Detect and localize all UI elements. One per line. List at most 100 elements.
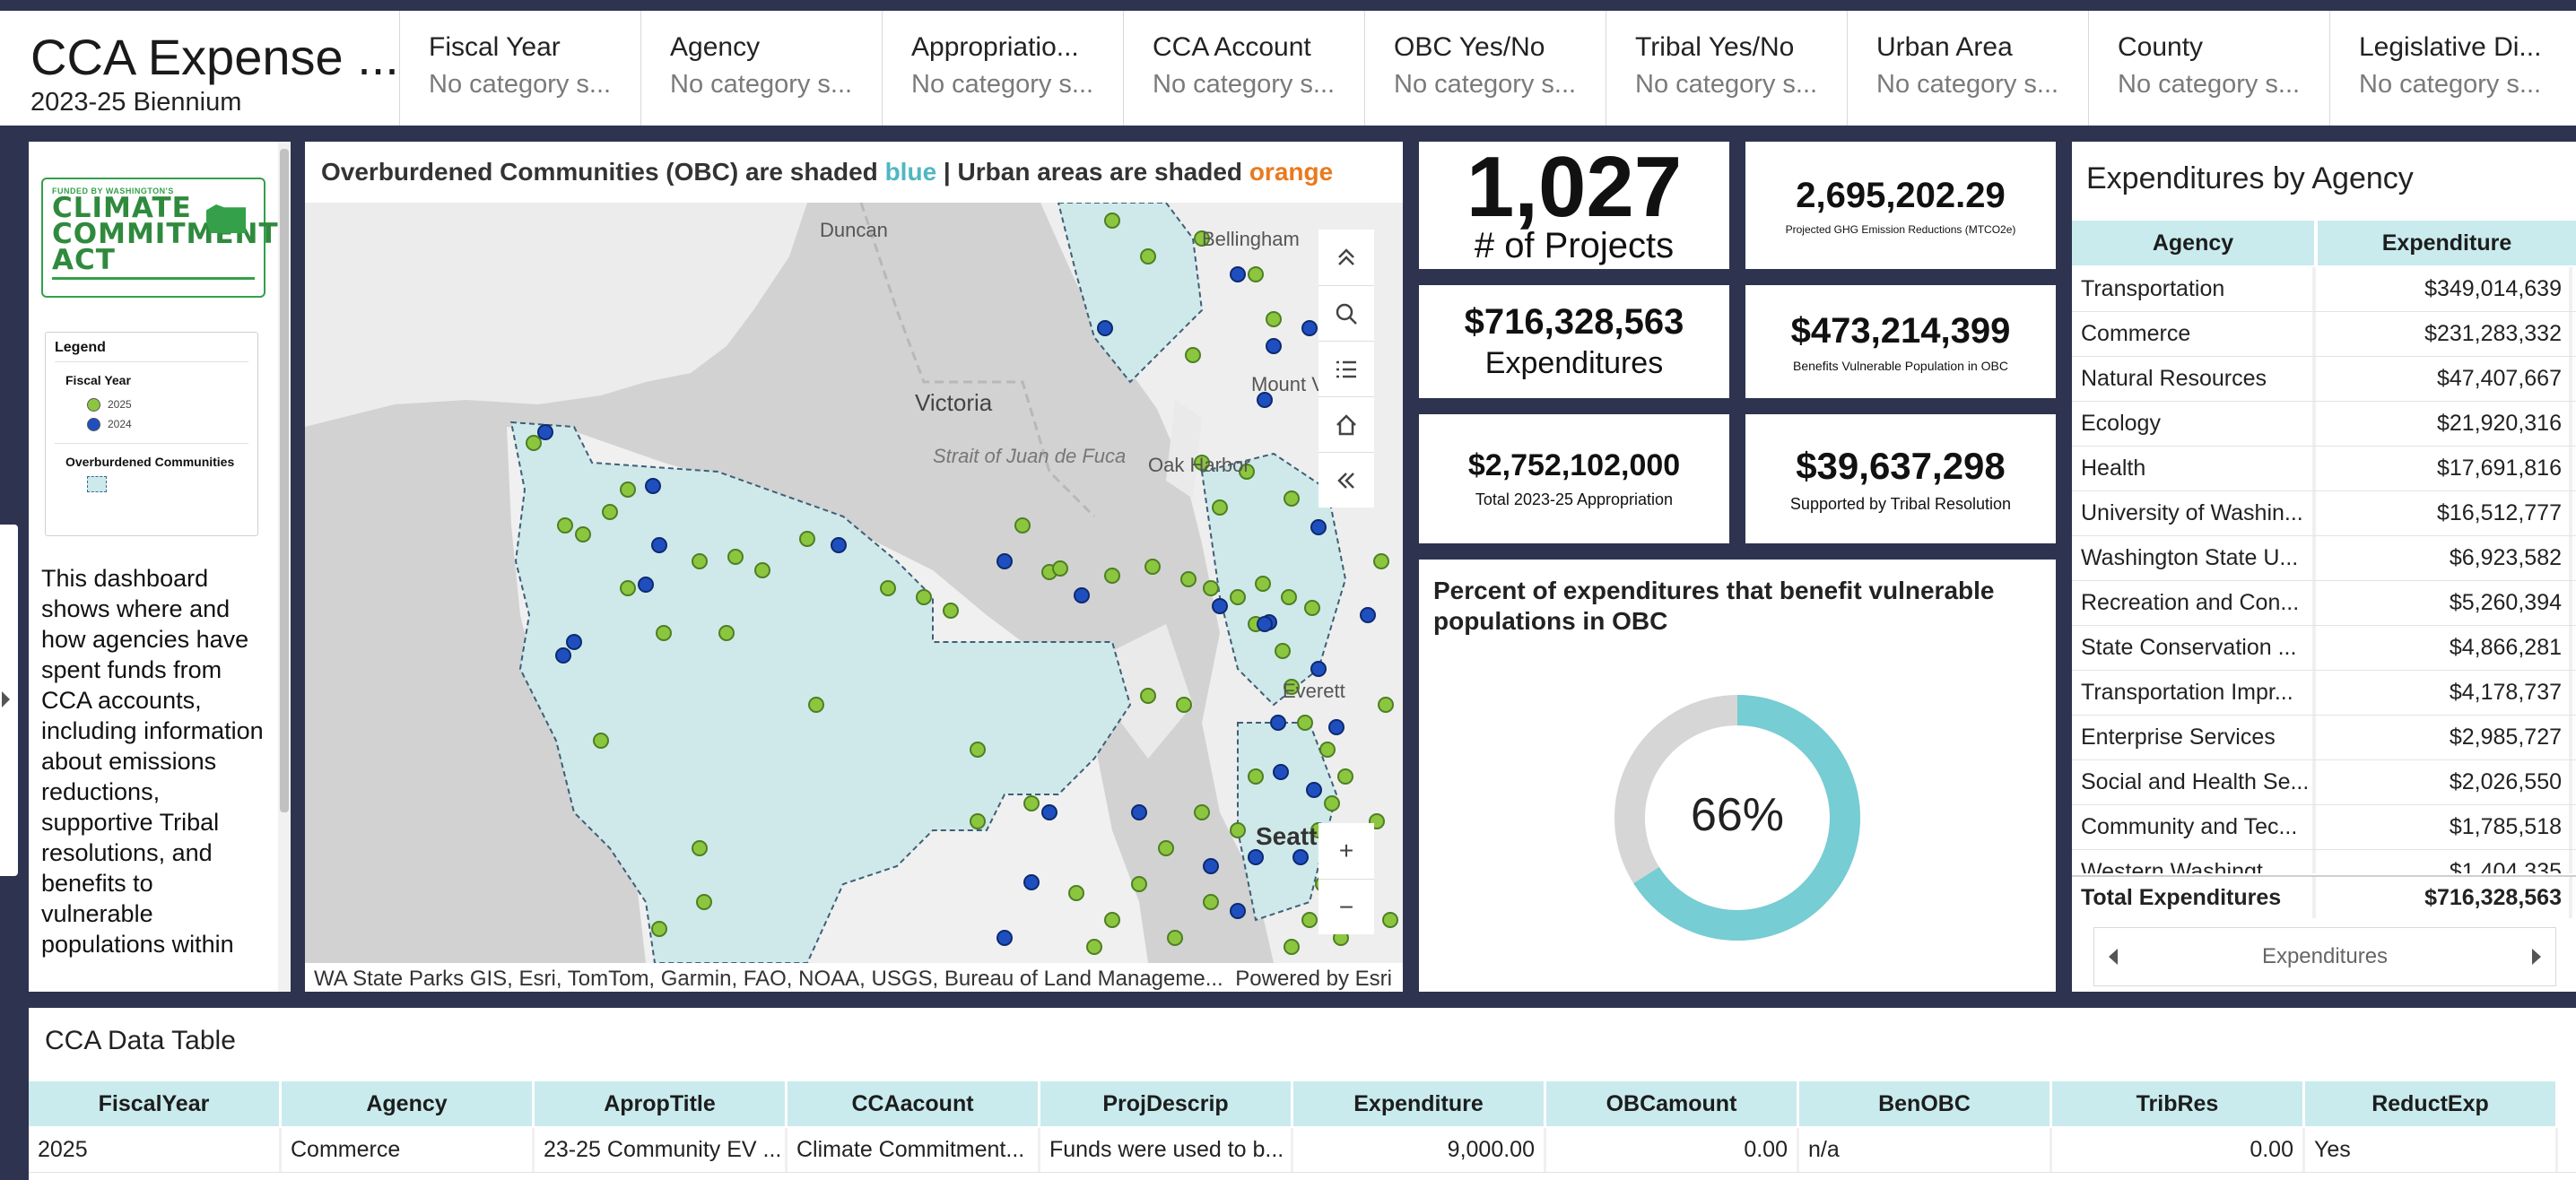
project-point[interactable] xyxy=(1319,742,1336,758)
project-point[interactable] xyxy=(656,625,672,641)
project-point[interactable] xyxy=(602,504,618,520)
agency-table-body[interactable]: Transportation $349,014,639 Commerce $231,2… xyxy=(2072,267,2576,873)
project-point[interactable] xyxy=(1068,885,1084,901)
project-point[interactable] xyxy=(1230,589,1246,605)
project-point[interactable] xyxy=(1086,939,1102,955)
project-point[interactable] xyxy=(1297,715,1313,731)
filter-obc[interactable]: OBC Yes/No No category s... xyxy=(1365,11,1606,126)
project-point[interactable] xyxy=(1257,616,1273,632)
project-point[interactable] xyxy=(1203,580,1219,596)
project-point[interactable] xyxy=(1306,782,1322,798)
project-point[interactable] xyxy=(1301,912,1318,928)
zoom-out-button[interactable]: − xyxy=(1318,879,1374,934)
project-point[interactable] xyxy=(651,537,667,553)
project-point[interactable] xyxy=(557,517,573,534)
project-point[interactable] xyxy=(916,589,932,605)
column-header[interactable]: Expenditure xyxy=(1293,1081,1546,1126)
filter-county[interactable]: County No category s... xyxy=(2089,11,2330,126)
table-row[interactable]: Commerce $231,283,332 xyxy=(2072,312,2576,357)
project-point[interactable] xyxy=(970,813,986,829)
column-header[interactable]: ProjDescrip xyxy=(1040,1081,1293,1126)
project-point[interactable] xyxy=(1373,553,1389,569)
column-header[interactable]: OBCamount xyxy=(1546,1081,1799,1126)
filter-urban-area[interactable]: Urban Area No category s... xyxy=(1848,11,2089,126)
project-point[interactable] xyxy=(555,647,571,664)
project-point[interactable] xyxy=(1167,930,1183,946)
column-header-agency[interactable]: Agency xyxy=(2072,221,2318,265)
project-point[interactable] xyxy=(1176,697,1192,713)
project-point[interactable] xyxy=(1266,338,1282,354)
column-header[interactable]: TribRes xyxy=(2052,1081,2305,1126)
pager-tab-label[interactable]: Expenditures xyxy=(2261,944,2389,968)
project-point[interactable] xyxy=(1104,912,1120,928)
project-point[interactable] xyxy=(1158,840,1174,856)
project-point[interactable] xyxy=(1301,320,1318,336)
project-point[interactable] xyxy=(1203,858,1219,874)
project-point[interactable] xyxy=(1248,849,1264,865)
project-point[interactable] xyxy=(996,553,1013,569)
column-header[interactable]: ReductExp xyxy=(2305,1081,2558,1126)
project-point[interactable] xyxy=(1104,568,1120,584)
project-point[interactable] xyxy=(1212,598,1228,614)
project-point[interactable] xyxy=(1014,517,1031,534)
table-row[interactable]: Transportation Impr... $4,178,737 xyxy=(2072,671,2576,716)
left-panel-scrollbar[interactable] xyxy=(278,142,291,992)
project-point[interactable] xyxy=(1248,768,1264,785)
project-point[interactable] xyxy=(718,625,735,641)
project-point[interactable] xyxy=(645,478,661,494)
project-point[interactable] xyxy=(1104,213,1120,229)
project-point[interactable] xyxy=(1203,894,1219,910)
project-point[interactable] xyxy=(1230,266,1246,282)
table-row[interactable]: Ecology $21,920,316 xyxy=(2072,402,2576,447)
project-points-2024[interactable] xyxy=(537,266,1376,946)
table-row[interactable]: 2025 Commerce 23-25 Community EV ... Climat… xyxy=(29,1128,2576,1173)
project-point[interactable] xyxy=(799,531,815,547)
table-row[interactable]: University of Washin... $16,512,777 xyxy=(2072,491,2576,536)
project-point[interactable] xyxy=(1140,688,1156,704)
column-header[interactable]: CCAacount xyxy=(788,1081,1040,1126)
project-point[interactable] xyxy=(1194,455,1210,471)
project-point[interactable] xyxy=(593,733,609,749)
project-point[interactable] xyxy=(1180,571,1197,587)
powered-by-esri-link[interactable]: Powered by Esri xyxy=(1235,967,1392,991)
project-point[interactable] xyxy=(1275,643,1291,659)
project-point[interactable] xyxy=(1140,248,1156,265)
project-point[interactable] xyxy=(880,580,896,596)
project-point[interactable] xyxy=(696,894,712,910)
zoom-in-button[interactable]: + xyxy=(1318,823,1374,879)
column-header[interactable]: ApropTitle xyxy=(535,1081,788,1126)
project-point[interactable] xyxy=(638,577,654,593)
table-row[interactable]: Social and Health Se... $2,026,550 xyxy=(2072,760,2576,805)
filter-appropriation[interactable]: Appropriatio... No category s... xyxy=(883,11,1124,126)
project-point[interactable] xyxy=(1052,560,1068,577)
project-point[interactable] xyxy=(1041,804,1057,820)
project-point[interactable] xyxy=(1281,589,1297,605)
project-point[interactable] xyxy=(754,562,770,578)
map-svg[interactable]: Duncan Bellingham Victoria Strait of Jua… xyxy=(305,203,1403,963)
table-row[interactable]: Washington State U... $6,923,582 xyxy=(2072,536,2576,581)
column-header[interactable]: FiscalYear xyxy=(29,1081,282,1126)
project-point[interactable] xyxy=(1074,587,1090,603)
table-row[interactable]: Community and Tec... $1,785,518 xyxy=(2072,805,2576,850)
project-point[interactable] xyxy=(1360,607,1376,623)
project-point[interactable] xyxy=(1284,679,1300,695)
project-point[interactable] xyxy=(1310,519,1327,535)
column-header[interactable]: BenOBC xyxy=(1799,1081,2052,1126)
project-point[interactable] xyxy=(1131,876,1147,892)
project-point[interactable] xyxy=(1266,311,1282,327)
project-point[interactable] xyxy=(1284,939,1300,955)
project-point[interactable] xyxy=(1239,464,1255,480)
project-point[interactable] xyxy=(1131,804,1147,820)
project-point[interactable] xyxy=(1310,661,1327,677)
project-point[interactable] xyxy=(1328,719,1345,735)
previous-arrow-icon[interactable] xyxy=(2109,949,2118,965)
project-point[interactable] xyxy=(1023,874,1040,890)
project-point[interactable] xyxy=(1292,849,1309,865)
table-row[interactable]: Natural Resources $47,407,667 xyxy=(2072,357,2576,402)
project-point[interactable] xyxy=(1230,822,1246,838)
left-panel-expand-handle[interactable] xyxy=(0,525,18,876)
project-point[interactable] xyxy=(1194,230,1210,247)
scrollbar-thumb[interactable] xyxy=(280,149,289,812)
next-arrow-icon[interactable] xyxy=(2532,949,2541,965)
project-point[interactable] xyxy=(943,603,959,619)
